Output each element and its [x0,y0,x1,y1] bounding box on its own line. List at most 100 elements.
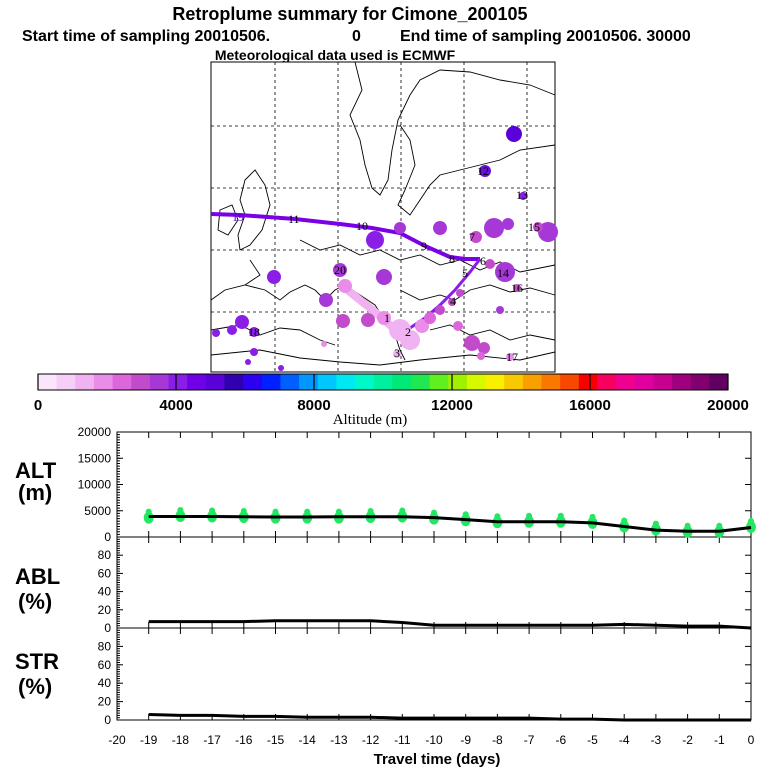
figure-title: Retroplume summary for Cimone_200105 [172,4,527,24]
alt-cluster-point-upper [716,522,723,529]
alt-cluster-point-upper [494,513,501,520]
colorbar-swatch [672,374,692,390]
x-tick-label: -3 [651,733,662,747]
colorbar-title: Altitude (m) [333,412,408,428]
cluster-marker [495,262,515,282]
colorbar-swatch [317,374,337,390]
cluster-marker [484,218,504,238]
map-label-11: 11 [288,212,300,226]
colorbar-swatch [75,374,95,390]
alt-panel-unit: (m) [18,480,52,505]
alt-ytick-label: 0 [104,530,111,544]
cluster-marker [400,330,420,350]
colorbar-swatch [168,374,188,390]
x-tick-label: -14 [299,733,317,747]
map-label-4: 4 [450,294,456,308]
colorbar-tick-label: 8000 [297,397,330,414]
map-label-17: 17 [506,350,518,364]
alt-cluster-point-upper [526,512,533,519]
x-tick-label: -17 [203,733,221,747]
colorbar-swatch [280,374,300,390]
alt-cluster-point-upper [145,508,152,515]
cluster-marker [366,231,384,249]
x-tick-label: -16 [235,733,253,747]
x-axis: -20 -19 -18 -17 -16 -15 -14 -13 -12 -11 -10 -9 -8 -7-… [108,733,754,747]
colorbar-swatch [690,374,710,390]
plume-clusters [212,126,558,371]
cluster-marker [249,327,259,337]
alt-ytick-label: 20000 [78,425,112,439]
x-tick-label: -11 [394,733,411,747]
cluster-marker [502,218,514,230]
cluster-marker [485,259,495,269]
cluster-marker [333,263,347,277]
cluster-marker [235,315,249,329]
colorbar-swatch [504,374,524,390]
cluster-marker [361,313,375,327]
cluster-marker [519,192,527,200]
abl-panel-unit: (%) [18,589,52,614]
alt-y-axis: 0 5000 10000 15000 20000 [78,425,752,544]
cluster-marker [415,319,429,333]
alt-ytick-label: 5000 [84,504,111,518]
str-ytick-label: 0 [104,713,111,727]
colorbar-swatch [410,374,431,390]
colorbar-swatch [578,374,598,390]
colorbar-swatch [224,374,244,390]
time-series-panels: ALT (m) ABL (%) STR (%) 0 5000 10000 15000 2… [15,425,756,768]
cluster-marker [506,126,522,142]
colorbar-swatch [205,374,225,390]
cluster-marker [250,348,258,356]
altitude-colorbar: 0 4000 8000 12000 16000 20000 [34,373,749,414]
colorbar-swatch [709,374,729,390]
colorbar-swatch [634,374,654,390]
cluster-marker [245,359,251,365]
colorbar-swatch [541,374,561,390]
x-tick-label: -13 [330,733,348,747]
cluster-marker [278,365,284,371]
colorbar-swatch [299,374,319,390]
abl-ytick-label: 0 [104,621,111,635]
alt-cluster-point [746,521,756,534]
alt-cluster-point-upper [367,508,374,515]
map-label-2: 2 [405,325,411,339]
abl-ytick-label: 80 [98,548,112,562]
alt-cluster-point-upper [240,508,247,515]
map-label-15: 15 [528,220,540,234]
cluster-marker [227,325,237,335]
colorbar-swatch [392,374,412,390]
cluster-marker [267,270,281,284]
colorbar-swatch [38,374,58,390]
cluster-marker [376,269,392,285]
start-time-value: 0 [352,28,361,45]
cluster-marker [464,335,480,351]
cluster-marker [477,352,485,360]
colorbar-swatch [355,374,375,390]
map-label-14: 14 [497,266,509,280]
str-ytick-label: 40 [98,676,112,690]
cluster-marker [478,342,490,354]
colorbar-swatch [336,374,356,390]
str-panel-label: STR [15,649,59,674]
abl-ytick-label: 40 [98,585,112,599]
colorbar-tick-label: 0 [34,397,42,414]
panels-frame [116,431,752,721]
colorbar-swatch [466,374,487,390]
str-panel-unit: (%) [18,674,52,699]
str-line [148,712,751,722]
map-label-9: 9 [421,239,427,253]
str-y-axis: 0 20 40 60 80 [98,628,752,727]
x-tick-label: -20 [108,733,126,747]
abl-ytick-label: 60 [98,566,112,580]
map-label-6: 6 [480,254,486,268]
colorbar-swatch [149,374,170,390]
alt-cluster-point-upper [335,508,342,515]
colorbar-swatch [131,374,151,390]
alt-cluster-point-upper [652,520,659,527]
cluster-marker [433,221,447,235]
x-tick-label: -6 [555,733,566,747]
alt-cluster-point-upper [399,507,406,514]
cluster-marker [496,306,504,314]
alt-cluster-point-upper [748,518,754,525]
